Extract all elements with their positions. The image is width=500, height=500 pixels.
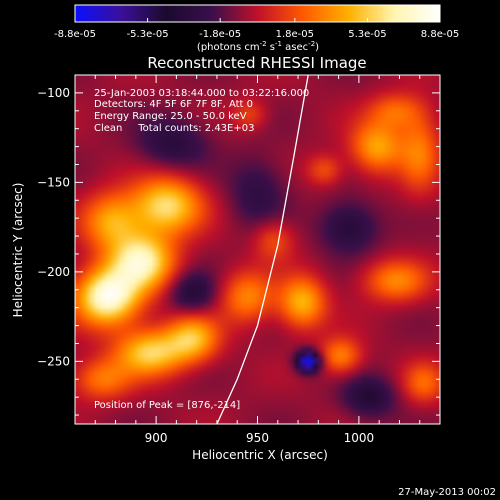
- y-tick-label: −150: [37, 175, 70, 189]
- colorbar-tick-label: 5.3e-05: [348, 29, 386, 40]
- axis-ticks: [74, 74, 441, 424]
- colorbar-tick-label: -1.8e-05: [199, 29, 241, 40]
- colorbar-units: (photons cm-2 s-1 asec-2): [197, 40, 319, 53]
- annotation-time: 25-Jan-2003 03:18:44.000 to 03:22:16.000: [94, 88, 309, 99]
- x-tick-label: 950: [246, 431, 269, 445]
- annotation-energy: Energy Range: 25.0 - 50.0 keV: [94, 111, 247, 122]
- heatmap-image: [75, 75, 440, 424]
- colorbar-tick-label: 8.8e-05: [421, 29, 459, 40]
- peak-position-label: Position of Peak = [876,-214]: [94, 400, 240, 411]
- y-tick-label: −250: [37, 354, 70, 368]
- colorbar-ticks: [74, 18, 441, 22]
- colorbar-tick-label: -8.8e-05: [54, 29, 96, 40]
- colorbar: [74, 4, 441, 23]
- y-tick-label: −100: [37, 86, 70, 100]
- annotation-detectors: Detectors: 4F 5F 6F 7F 8F, Att 0: [94, 99, 253, 110]
- colorbar-tick-labels: -8.8e-05 -5.3e-05 -1.8e-05 1.8e-05 5.3e-05 8.…: [54, 29, 459, 40]
- y-axis-label: Heliocentric Y (arcsec): [11, 183, 25, 318]
- chart-title: Reconstructed RHESSI Image: [147, 54, 366, 72]
- y-tick-labels: −100 −150 −200 −250: [37, 86, 70, 368]
- solar-limb-line: [216, 75, 309, 424]
- colorbar-tick-label: -5.3e-05: [127, 29, 169, 40]
- x-tick-label: 900: [145, 431, 168, 445]
- annotation-block: 25-Jan-2003 03:18:44.000 to 03:22:16.000…: [94, 88, 309, 134]
- footer-date: 27-May-2013 00:02: [398, 487, 496, 498]
- x-axis-label: Heliocentric X (arcsec): [192, 448, 328, 462]
- x-tick-label: 1000: [344, 431, 375, 445]
- y-tick-label: −200: [37, 265, 70, 279]
- colorbar-tick-label: 1.8e-05: [276, 29, 314, 40]
- annotation-clean: Clean Total counts: 2.43E+03: [94, 123, 254, 134]
- x-tick-labels: 900 950 1000: [145, 431, 375, 445]
